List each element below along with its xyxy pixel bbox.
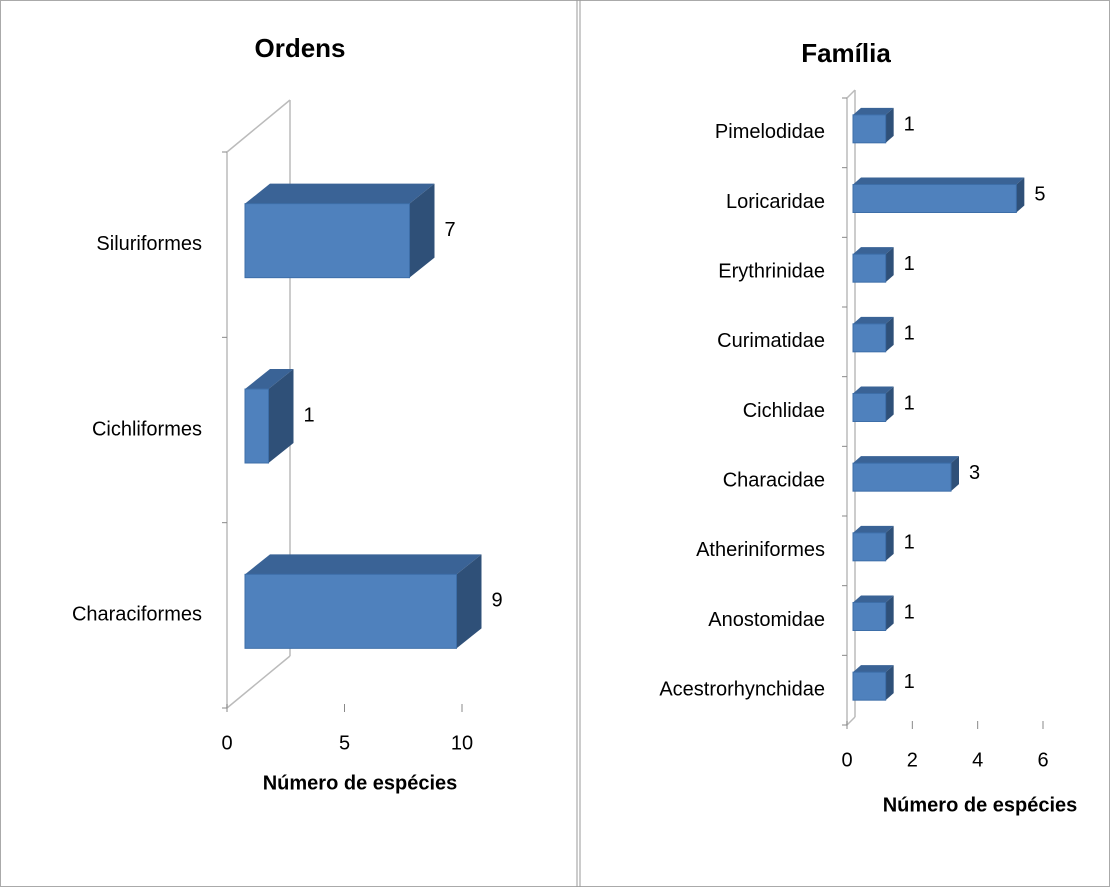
y-tick-label: Siluriformes xyxy=(96,233,202,255)
value-label: 1 xyxy=(304,404,315,426)
value-label: 1 xyxy=(904,601,915,623)
bar-top xyxy=(853,386,894,394)
bar-side xyxy=(409,183,435,278)
chart-title: Ordens xyxy=(254,33,345,63)
y-tick-label: Atheriniformes xyxy=(696,539,825,561)
bar-top xyxy=(853,247,894,255)
value-label: 1 xyxy=(904,253,915,275)
bar-side xyxy=(885,247,894,283)
bar-side xyxy=(885,316,894,352)
x-axis-label: Número de espécies xyxy=(263,772,458,794)
bar-top xyxy=(853,107,894,115)
bar-side xyxy=(456,554,482,649)
value-label: 3 xyxy=(969,462,980,484)
value-label: 1 xyxy=(904,323,915,345)
bar xyxy=(852,114,887,144)
value-label: 5 xyxy=(1034,183,1045,205)
bar-top xyxy=(245,554,482,575)
bar-top xyxy=(853,525,894,533)
bar xyxy=(244,203,410,279)
bar xyxy=(244,388,269,464)
x-tick-label: 0 xyxy=(841,749,852,771)
y-tick-label: Acestrorhynchidae xyxy=(659,678,825,700)
back-wall xyxy=(226,99,291,153)
y-tick-label: Curimatidae xyxy=(717,330,825,352)
bar-top xyxy=(245,183,435,204)
y-tick-label: Cichliformes xyxy=(92,418,202,440)
bar xyxy=(852,462,952,492)
value-label: 1 xyxy=(904,671,915,693)
bar xyxy=(852,671,887,701)
x-tick-label: 4 xyxy=(972,749,983,771)
back-wall xyxy=(846,716,856,726)
bar xyxy=(852,323,887,353)
bar-side xyxy=(951,456,959,492)
y-tick-label: Characiformes xyxy=(72,604,202,626)
y-tick-label: Anostomidae xyxy=(708,609,825,631)
y-tick-label: Cichlidae xyxy=(743,400,825,422)
bar-side xyxy=(885,386,894,422)
value-label: 1 xyxy=(904,532,915,554)
value-label: 7 xyxy=(445,219,456,241)
y-tick-label: Pimelodidae xyxy=(715,121,825,143)
x-tick-label: 5 xyxy=(339,732,350,754)
value-label: 9 xyxy=(492,590,503,612)
bar xyxy=(852,184,1017,213)
bar-top xyxy=(245,369,294,389)
bar xyxy=(852,532,887,562)
y-tick-label: Erythrinidae xyxy=(718,260,825,282)
x-tick-label: 2 xyxy=(907,749,918,771)
chart-title: Família xyxy=(801,38,891,68)
bar-top xyxy=(853,456,959,464)
bar xyxy=(852,602,887,631)
bar-side xyxy=(885,665,894,701)
bar-top xyxy=(853,177,1025,185)
y-tick-label: Characidae xyxy=(723,469,825,491)
value-label: 1 xyxy=(904,392,915,414)
back-wall xyxy=(846,89,856,99)
x-tick-label: 10 xyxy=(451,732,473,754)
bar-side xyxy=(885,595,894,631)
bar-side xyxy=(1016,177,1025,213)
x-axis-label: Número de espécies xyxy=(883,794,1078,816)
bar xyxy=(244,573,457,649)
bar xyxy=(852,393,887,422)
bar-top xyxy=(853,595,894,603)
bar-side xyxy=(885,525,894,561)
bar-side xyxy=(268,369,294,463)
back-wall xyxy=(226,655,291,709)
bar-top xyxy=(853,316,894,324)
value-label: 1 xyxy=(904,114,915,136)
y-tick-label: Loricaridae xyxy=(726,191,825,213)
bar-side xyxy=(885,107,894,143)
x-tick-label: 6 xyxy=(1037,749,1048,771)
bar-top xyxy=(853,665,894,673)
x-tick-label: 0 xyxy=(221,732,232,754)
bar xyxy=(852,253,887,283)
